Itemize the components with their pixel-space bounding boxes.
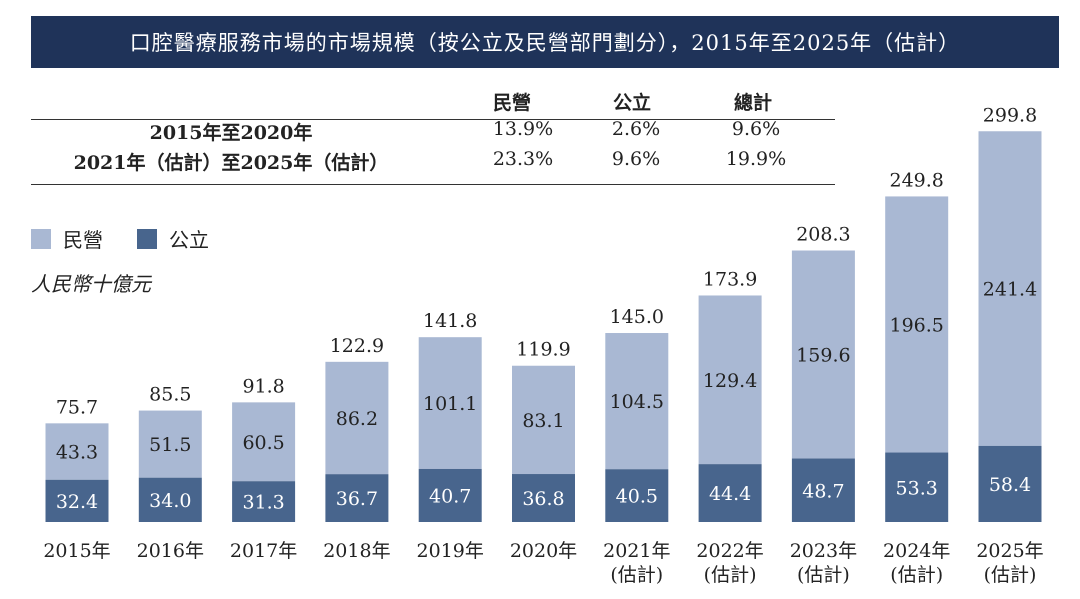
- data-label-private: 241.4: [983, 279, 1037, 301]
- data-label-private: 51.5: [149, 434, 191, 456]
- x-tick-label: (估計): [797, 564, 850, 586]
- legend-item-public: 公立: [137, 224, 209, 253]
- data-label-public: 40.5: [616, 486, 658, 508]
- data-label-total: 299.8: [983, 104, 1037, 126]
- cagr-value: 23.3%: [492, 148, 554, 170]
- data-label-private: 60.5: [242, 432, 284, 454]
- x-tick-label: 2020年: [510, 540, 577, 562]
- bar-segment-private: [512, 365, 575, 475]
- cagr-value: 13.9%: [492, 118, 554, 140]
- x-tick-label: (估計): [984, 564, 1037, 586]
- data-label-public: 32.4: [56, 491, 98, 513]
- cagr-row: 2021年（估計）至2025年（估計） 23.3% 9.6% 19.9%: [31, 148, 835, 178]
- data-label-private: 101.1: [423, 393, 477, 415]
- x-tick-label: (估計): [610, 564, 663, 586]
- bar-segment-public: [232, 481, 296, 522]
- data-label-public: 53.3: [896, 477, 938, 499]
- x-tick-label: (估計): [890, 564, 943, 586]
- legend-swatch-private: [31, 228, 51, 249]
- x-tick-label: 2022年: [696, 540, 763, 562]
- table-rule-top: [31, 119, 835, 120]
- chart-title: 口腔醫療服務市場的市場規模（按公立及民營部門劃分），2015年至2025年（估計…: [31, 16, 1059, 68]
- bar-segment-private: [885, 196, 949, 453]
- bar-segment-private: [791, 250, 855, 459]
- data-label-private: 104.5: [610, 391, 664, 413]
- x-tick-label: 2023年: [790, 540, 857, 562]
- cagr-header-public: 公立: [613, 92, 652, 114]
- data-label-total: 122.9: [330, 335, 384, 357]
- bar-segment-public: [885, 452, 949, 522]
- x-tick-label: 2018年: [323, 540, 390, 562]
- cagr-value: 19.9%: [725, 148, 787, 170]
- bar-segment-public: [418, 468, 482, 522]
- table-rule-bottom: [31, 184, 835, 185]
- data-label-public: 44.4: [709, 483, 751, 505]
- data-label-total: 91.8: [242, 375, 284, 397]
- cagr-value: 9.6%: [611, 148, 661, 170]
- bar-segment-private: [45, 423, 109, 480]
- data-label-private: 196.5: [889, 314, 943, 336]
- cagr-row-label: 2021年（估計）至2025年（估計）: [73, 152, 389, 174]
- cagr-value: 9.6%: [731, 118, 781, 140]
- bar-segment-public: [325, 474, 389, 522]
- x-tick-label: 2024年: [883, 540, 950, 562]
- data-label-private: 83.1: [522, 410, 564, 432]
- bar-segment-private: [232, 402, 296, 482]
- bar-segment-public: [791, 458, 855, 522]
- x-tick-label: 2017年: [230, 540, 297, 562]
- legend-item-private: 民營: [31, 224, 103, 253]
- x-tick-label: 2016年: [137, 540, 204, 562]
- bar-segment-public: [978, 445, 1042, 522]
- cagr-header-row: 民營 公立 總計: [31, 88, 835, 118]
- data-label-public: 40.7: [429, 485, 471, 507]
- data-label-total: 85.5: [149, 384, 191, 406]
- data-label-public: 48.7: [802, 480, 844, 502]
- bar-segment-public: [605, 469, 669, 522]
- data-label-total: 249.8: [889, 169, 943, 191]
- data-label-total: 141.8: [423, 310, 477, 332]
- data-label-total: 75.7: [56, 396, 98, 418]
- x-tick-label: 2015年: [43, 540, 110, 562]
- bar-segment-private: [138, 410, 202, 478]
- bar-segment-private: [978, 131, 1042, 446]
- cagr-row-label: 2015年至2020年: [149, 122, 313, 144]
- bar-segment-public: [138, 477, 202, 522]
- bar-segment-public: [698, 464, 762, 522]
- legend-label-public: 公立: [169, 228, 209, 252]
- data-label-public: 36.7: [336, 488, 378, 510]
- cagr-header-private: 民營: [493, 92, 532, 114]
- cagr-row: 2015年至2020年 13.9% 2.6% 9.6%: [31, 118, 835, 148]
- x-tick-label: 2021年: [603, 540, 670, 562]
- bar-segment-private: [418, 337, 482, 469]
- legend-swatch-public: [137, 228, 157, 249]
- data-label-total: 145.0: [610, 306, 664, 328]
- data-label-private: 129.4: [703, 370, 757, 392]
- bar-segment-public: [45, 479, 109, 522]
- data-label-public: 36.8: [522, 488, 564, 510]
- data-label-private: 86.2: [336, 408, 378, 430]
- bar-segment-private: [698, 295, 762, 465]
- data-label-total: 119.9: [516, 339, 570, 361]
- cagr-table: 民營 公立 總計 2015年至2020年 13.9% 2.6% 9.6% 202…: [31, 88, 835, 178]
- data-label-private: 159.6: [796, 345, 850, 367]
- data-label-total: 208.3: [796, 224, 850, 246]
- data-label-public: 31.3: [242, 492, 284, 514]
- data-label-public: 58.4: [989, 474, 1031, 496]
- bar-segment-public: [512, 474, 575, 522]
- bar-segment-private: [605, 333, 669, 470]
- bar-segment-private: [325, 361, 389, 475]
- x-tick-label: 2025年: [976, 540, 1043, 562]
- cagr-header-total: 總計: [734, 92, 773, 114]
- data-label-total: 173.9: [703, 268, 757, 290]
- data-label-public: 34.0: [149, 490, 191, 512]
- x-tick-label: (估計): [704, 564, 757, 586]
- unit-label: 人民幣十億元: [31, 272, 151, 296]
- x-tick-label: 2019年: [417, 540, 484, 562]
- legend-label-private: 民營: [63, 228, 103, 252]
- cagr-value: 2.6%: [611, 118, 661, 140]
- data-label-private: 43.3: [56, 442, 98, 464]
- legend: 民營 公立: [31, 224, 243, 253]
